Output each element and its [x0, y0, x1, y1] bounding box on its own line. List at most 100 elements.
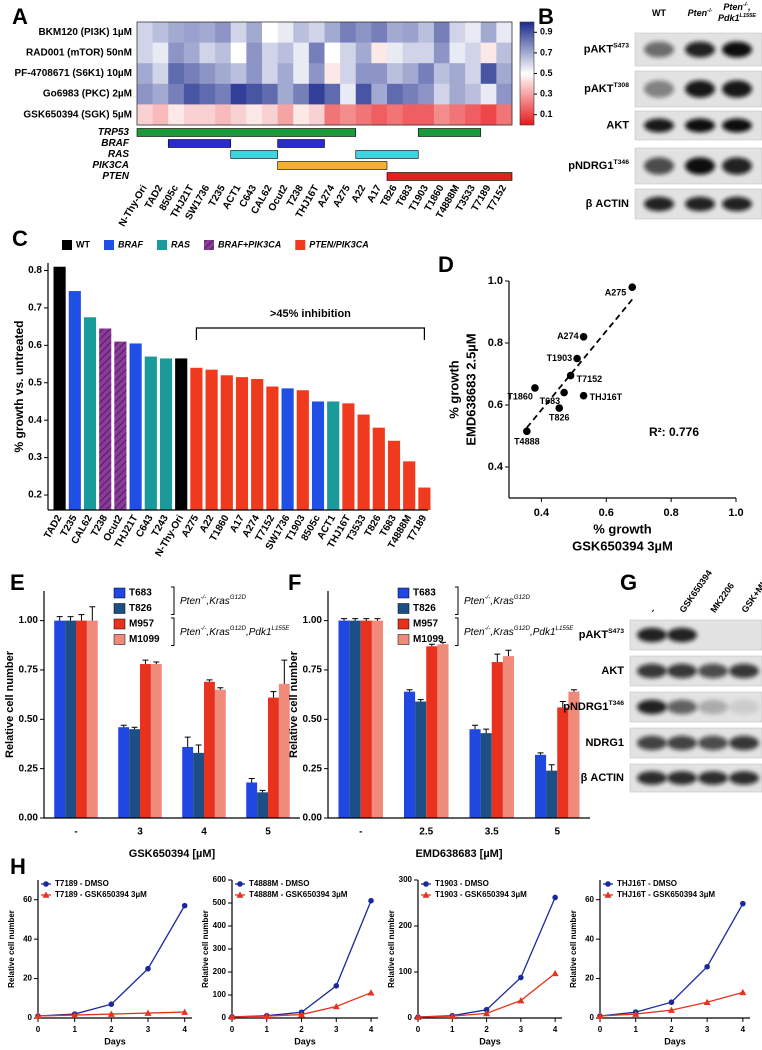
heatmap-cell [433, 83, 450, 105]
error-bar [67, 616, 74, 621]
legend-swatch [113, 603, 126, 614]
marker [703, 998, 711, 1006]
heatmap-cell [199, 83, 216, 105]
x-tick-label: 1 [633, 1025, 638, 1034]
y-tick-label: 0.2 [28, 490, 42, 501]
error-bar [570, 689, 577, 692]
blot-band [722, 80, 752, 98]
marker [668, 999, 675, 1006]
blot-row-label-part: T346 [613, 159, 629, 166]
heatmap-cell [308, 63, 325, 85]
y-tick-label: 0.25 [303, 763, 323, 774]
track-label: PTEN [102, 171, 129, 182]
blot-band [698, 663, 728, 679]
y-tick-label: 0.50 [19, 714, 39, 725]
x-tick-label: 1.0 [728, 507, 743, 519]
heatmap-cell [355, 63, 372, 85]
error-bar [374, 618, 381, 621]
heatmap-cell [262, 63, 279, 85]
heatmap-cell [246, 63, 263, 85]
bar [278, 683, 290, 818]
legend-swatch [397, 618, 410, 630]
legend-swatch [397, 634, 410, 645]
heatmap-cell [230, 22, 247, 43]
legend-label: BRAF+PIK3CA [218, 239, 281, 249]
marker [368, 897, 374, 904]
blot-row-label: β ACTIN [586, 198, 629, 210]
heatmap-cell [496, 22, 513, 43]
heatmap-cell [402, 63, 419, 85]
heatmap-cell [402, 83, 419, 105]
genotype-label: Pten-/-,KrasG12D,Pdk1L155E [180, 625, 290, 638]
bar [281, 388, 294, 510]
blot-row-label-part: AKT [601, 665, 624, 677]
blot-row-label: pAKTS473 [579, 628, 624, 641]
y-tick-label: 0.75 [303, 665, 323, 676]
bar [54, 620, 66, 818]
bar [140, 664, 151, 818]
heatmap-cell [433, 104, 450, 126]
heatmap-cell [340, 63, 357, 85]
y-tick-label: 0.6 [488, 399, 503, 411]
heatmap-cell [465, 83, 482, 105]
blot-column-label-part: Pten [688, 8, 708, 18]
heatmap-cell [433, 22, 450, 43]
y-tick-label: 0 [408, 1013, 413, 1022]
colorbar-label: 0.9 [540, 27, 553, 37]
y-axis-label: Relative cell number [4, 650, 16, 758]
y-tick-label: 600 [213, 875, 227, 884]
heatmap-cell [371, 42, 388, 64]
y-tick-label: 0 [222, 1013, 227, 1022]
genotype-label-part: G12D [230, 625, 247, 632]
x-axis-label: Days [479, 1036, 501, 1046]
error-bar [142, 659, 149, 665]
y-tick-label: 0.7 [28, 303, 42, 314]
blot-band [685, 80, 715, 98]
x-tick-label: 4 [182, 1025, 187, 1034]
heatmap-cell [215, 42, 232, 64]
marker [332, 1003, 340, 1010]
bar [491, 662, 503, 818]
y-tick-label: 500 [213, 898, 227, 907]
blot-band [667, 735, 697, 751]
colorbar [519, 21, 535, 126]
x-tick-label: 3 [705, 1025, 710, 1034]
heatmap-cell [340, 104, 357, 126]
heatmap-cell [449, 63, 466, 85]
marker [517, 997, 525, 1004]
legend-label: T7189 - GSK650394 3µM [55, 890, 147, 899]
legend-marker [422, 891, 430, 898]
bar [342, 403, 355, 510]
genotype-label-part: ,Kras [490, 595, 513, 606]
bar [568, 691, 580, 818]
x-tick-label: 0 [416, 1025, 421, 1034]
heatmap-cell [308, 104, 325, 126]
bar [204, 681, 215, 818]
heatmap-cell [371, 22, 388, 43]
bar [480, 733, 492, 818]
heatmap-cell [277, 63, 294, 85]
marker [551, 969, 559, 977]
heatmap-cell [433, 42, 450, 64]
y-axis-label: % growth [446, 360, 461, 419]
blot-row-label-part: T308 [613, 82, 629, 89]
bar [190, 367, 203, 510]
legend-swatch [113, 634, 126, 645]
y-tick-label: 0.00 [303, 813, 323, 824]
legend-bracket [171, 617, 175, 646]
error-bar [537, 752, 544, 755]
legend-marker [42, 891, 50, 898]
x-tick-label: 2 [109, 1025, 114, 1034]
legend-label: T683 [129, 588, 152, 599]
mutation-bar [386, 172, 513, 181]
bar [175, 358, 188, 510]
legend-label: T826 [413, 603, 436, 614]
heatmap-cell [262, 42, 279, 64]
bar [214, 689, 226, 818]
bar [65, 620, 76, 818]
error-bar [341, 618, 348, 621]
bar [193, 752, 204, 818]
legend-label: T1903 - GSK650394 3µM [435, 890, 527, 899]
heatmap-cell [183, 63, 200, 85]
blot-column-label-part: -/- [707, 8, 712, 14]
